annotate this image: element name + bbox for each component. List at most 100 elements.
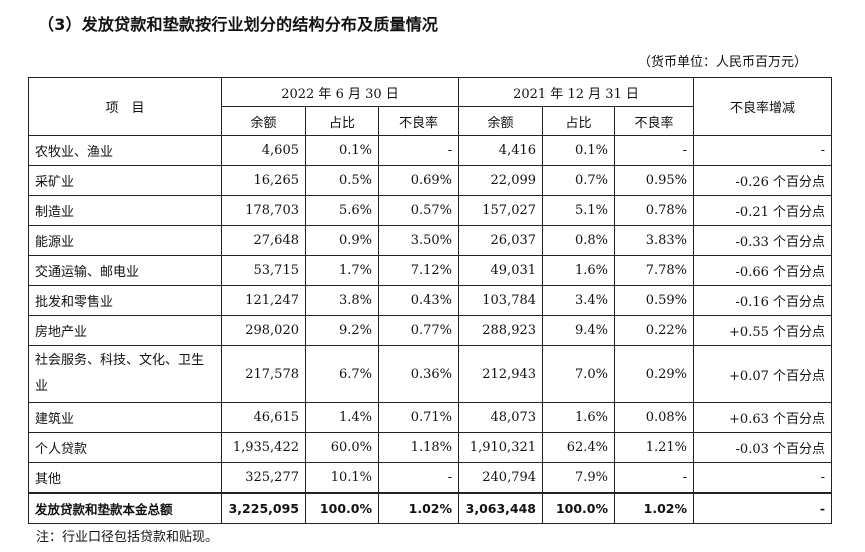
cell-npl-change: - <box>694 136 832 166</box>
total-row: 发放贷款和垫款本金总额 3,225,095 100.0% 1.02% 3,063… <box>29 493 832 524</box>
table-footnote: 注：行业口径包括贷款和贴现。 <box>36 526 218 545</box>
cell-npl-2021: - <box>615 463 694 494</box>
table-row: 个人贷款 1,935,422 60.0% 1.18% 1,910,321 62.… <box>29 433 832 463</box>
cell-npl-2021: - <box>615 136 694 166</box>
cell-npl-2021: 0.29% <box>615 346 694 403</box>
cell-balance-2022: 4,605 <box>222 136 306 166</box>
row-industry: 能源业 <box>29 226 222 256</box>
table-row: 农牧业、渔业 4,605 0.1% - 4,416 0.1% - - <box>29 136 832 166</box>
cell-npl-2022: 1.18% <box>379 433 459 463</box>
cell-balance-2021: 22,099 <box>459 166 543 196</box>
cell-share-2021: 0.8% <box>543 226 615 256</box>
cell-balance-2022: 121,247 <box>222 286 306 316</box>
header-npl: 不良率 <box>615 107 694 136</box>
cell-balance-2022: 298,020 <box>222 316 306 346</box>
cell-npl-2021: 0.78% <box>615 196 694 226</box>
header-share: 占比 <box>543 107 615 136</box>
cell-npl-2022: 0.43% <box>379 286 459 316</box>
cell-share-2021: 0.1% <box>543 136 615 166</box>
header-balance: 余额 <box>459 107 543 136</box>
cell-share-2022: 0.1% <box>306 136 379 166</box>
cell-share-2022: 1.7% <box>306 256 379 286</box>
row-industry: 社会服务、科技、文化、卫生业 <box>29 346 222 403</box>
row-industry: 交通运输、邮电业 <box>29 256 222 286</box>
total-label: 发放贷款和垫款本金总额 <box>29 493 222 524</box>
cell-npl-change: +0.63 个百分点 <box>694 403 832 433</box>
cell-balance-2021: 240,794 <box>459 463 543 494</box>
row-industry: 制造业 <box>29 196 222 226</box>
header-balance: 余额 <box>222 107 306 136</box>
cell-balance-2021: 48,073 <box>459 403 543 433</box>
cell-npl-2022: 0.77% <box>379 316 459 346</box>
cell-balance-2022: 325,277 <box>222 463 306 494</box>
cell-npl-2022: 7.12% <box>379 256 459 286</box>
header-npl: 不良率 <box>379 107 459 136</box>
cell-share-2021: 3.4% <box>543 286 615 316</box>
cell-share-2021: 0.7% <box>543 166 615 196</box>
cell-share-2021: 62.4% <box>543 433 615 463</box>
cell-npl-change: - <box>694 463 832 494</box>
cell-npl-2022: - <box>379 463 459 494</box>
cell-npl-2022: 0.71% <box>379 403 459 433</box>
cell-balance-2021: 26,037 <box>459 226 543 256</box>
total-share-2021: 100.0% <box>543 493 615 524</box>
total-npl-2021: 1.02% <box>615 493 694 524</box>
cell-npl-change: -0.66 个百分点 <box>694 256 832 286</box>
cell-share-2022: 6.7% <box>306 346 379 403</box>
row-industry: 农牧业、渔业 <box>29 136 222 166</box>
header-share: 占比 <box>306 107 379 136</box>
cell-npl-2021: 0.08% <box>615 403 694 433</box>
cell-balance-2021: 4,416 <box>459 136 543 166</box>
table-row: 交通运输、邮电业 53,715 1.7% 7.12% 49,031 1.6% 7… <box>29 256 832 286</box>
table-row: 能源业 27,648 0.9% 3.50% 26,037 0.8% 3.83% … <box>29 226 832 256</box>
cell-npl-change: -0.33 个百分点 <box>694 226 832 256</box>
table-row: 建筑业 46,615 1.4% 0.71% 48,073 1.6% 0.08% … <box>29 403 832 433</box>
cell-share-2022: 5.6% <box>306 196 379 226</box>
cell-balance-2021: 157,027 <box>459 196 543 226</box>
cell-npl-change: -0.26 个百分点 <box>694 166 832 196</box>
cell-share-2021: 7.9% <box>543 463 615 494</box>
table-row: 房地产业 298,020 9.2% 0.77% 288,923 9.4% 0.2… <box>29 316 832 346</box>
cell-npl-2021: 1.21% <box>615 433 694 463</box>
cell-share-2022: 9.2% <box>306 316 379 346</box>
row-industry: 建筑业 <box>29 403 222 433</box>
header-item: 项 目 <box>29 78 222 136</box>
cell-share-2021: 9.4% <box>543 316 615 346</box>
cell-balance-2022: 178,703 <box>222 196 306 226</box>
loan-industry-table: 项 目 2022 年 6 月 30 日 2021 年 12 月 31 日 不良率… <box>28 77 832 524</box>
header-npl-change: 不良率增减 <box>694 78 832 136</box>
total-balance-2022: 3,225,095 <box>222 493 306 524</box>
table-row: 批发和零售业 121,247 3.8% 0.43% 103,784 3.4% 0… <box>29 286 832 316</box>
cell-share-2022: 0.5% <box>306 166 379 196</box>
cell-balance-2021: 49,031 <box>459 256 543 286</box>
cell-balance-2022: 27,648 <box>222 226 306 256</box>
cell-share-2021: 7.0% <box>543 346 615 403</box>
cell-npl-2021: 3.83% <box>615 226 694 256</box>
cell-share-2021: 1.6% <box>543 256 615 286</box>
cell-share-2021: 1.6% <box>543 403 615 433</box>
cell-share-2022: 3.8% <box>306 286 379 316</box>
cell-balance-2022: 53,715 <box>222 256 306 286</box>
currency-unit: （货币单位：人民币百万元） <box>638 51 807 70</box>
cell-share-2022: 0.9% <box>306 226 379 256</box>
row-industry: 房地产业 <box>29 316 222 346</box>
cell-npl-change: -0.16 个百分点 <box>694 286 832 316</box>
cell-npl-2021: 7.78% <box>615 256 694 286</box>
table-row: 制造业 178,703 5.6% 0.57% 157,027 5.1% 0.78… <box>29 196 832 226</box>
cell-npl-2022: 3.50% <box>379 226 459 256</box>
cell-share-2021: 5.1% <box>543 196 615 226</box>
cell-npl-change: -0.03 个百分点 <box>694 433 832 463</box>
header-period-2022: 2022 年 6 月 30 日 <box>222 78 459 107</box>
table-row: 其他 325,277 10.1% - 240,794 7.9% - - <box>29 463 832 494</box>
cell-npl-2021: 0.22% <box>615 316 694 346</box>
cell-balance-2021: 212,943 <box>459 346 543 403</box>
cell-balance-2022: 1,935,422 <box>222 433 306 463</box>
cell-npl-change: +0.07 个百分点 <box>694 346 832 403</box>
cell-balance-2021: 103,784 <box>459 286 543 316</box>
cell-npl-change: -0.21 个百分点 <box>694 196 832 226</box>
cell-npl-change: +0.55 个百分点 <box>694 316 832 346</box>
row-industry: 批发和零售业 <box>29 286 222 316</box>
table-row: 采矿业 16,265 0.5% 0.69% 22,099 0.7% 0.95% … <box>29 166 832 196</box>
total-npl-change: - <box>694 493 832 524</box>
total-balance-2021: 3,063,448 <box>459 493 543 524</box>
